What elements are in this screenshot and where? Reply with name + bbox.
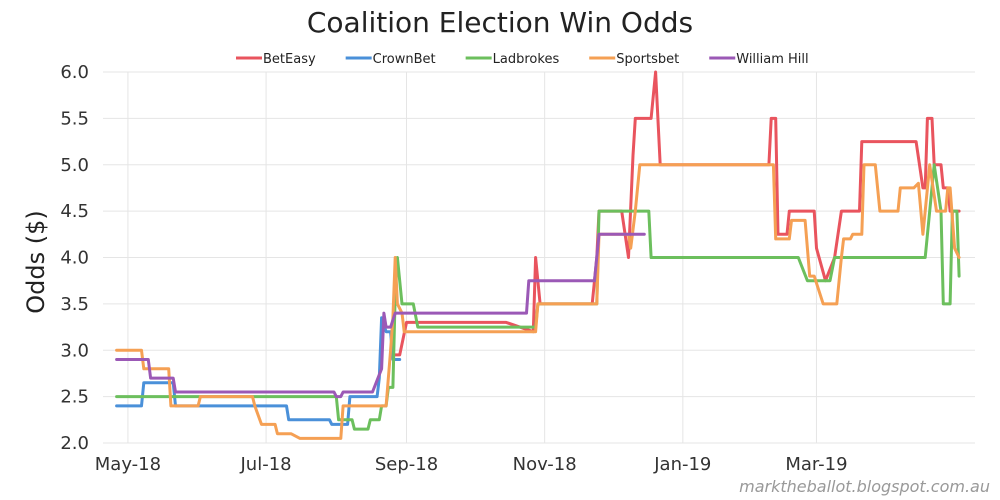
legend-label-crownbet: CrownBet: [373, 52, 436, 67]
x-tick-label: May-18: [95, 454, 161, 475]
legend-label-william-hill: William Hill: [736, 52, 808, 67]
x-axis-ticks: May-18 Jul-18 Sep-18 Nov-18 Jan-19 Mar-19: [95, 454, 848, 475]
series-line-william-hill: [115, 232, 646, 399]
series-line-sportsbet: [115, 163, 961, 440]
x-tick-label: Sep-18: [375, 454, 438, 475]
y-tick-label: 5.5: [60, 108, 89, 129]
y-tick-label: 3.5: [60, 294, 89, 315]
chart-series: [115, 70, 961, 440]
y-tick-label: 6.0: [60, 62, 89, 83]
y-tick-label: 4.5: [60, 201, 89, 222]
x-tick-label: Jul-18: [240, 454, 292, 475]
x-tick-label: Jan-19: [653, 454, 711, 475]
credit-text: marktheballot.blogspot.com.au: [739, 477, 990, 496]
series-line-crownbet: [115, 316, 402, 426]
x-tick-label: Nov-18: [513, 454, 577, 475]
series-line-ladbrokes: [115, 163, 961, 431]
y-tick-label: 2.5: [60, 387, 89, 408]
y-tick-label: 3.0: [60, 340, 89, 361]
legend-label-beteasy: BetEasy: [263, 52, 316, 67]
y-tick-label: 2.0: [60, 433, 89, 454]
chart-legend: BetEasy CrownBet Ladbrokes Sportsbet William…: [236, 52, 809, 67]
y-axis-ticks: 2.0 2.5 3.0 3.5 4.0 4.5 5.0 5.5 6.0: [60, 62, 89, 454]
y-axis-label: Odds ($): [22, 210, 50, 314]
legend-label-ladbrokes: Ladbrokes: [493, 52, 560, 67]
legend-label-sportsbet: Sportsbet: [616, 52, 679, 67]
chart-title: Coalition Election Win Odds: [307, 6, 693, 39]
y-tick-label: 5.0: [60, 155, 89, 176]
chart-grid: [103, 71, 975, 444]
x-tick-label: Mar-19: [785, 454, 847, 475]
y-tick-label: 4.0: [60, 248, 89, 269]
